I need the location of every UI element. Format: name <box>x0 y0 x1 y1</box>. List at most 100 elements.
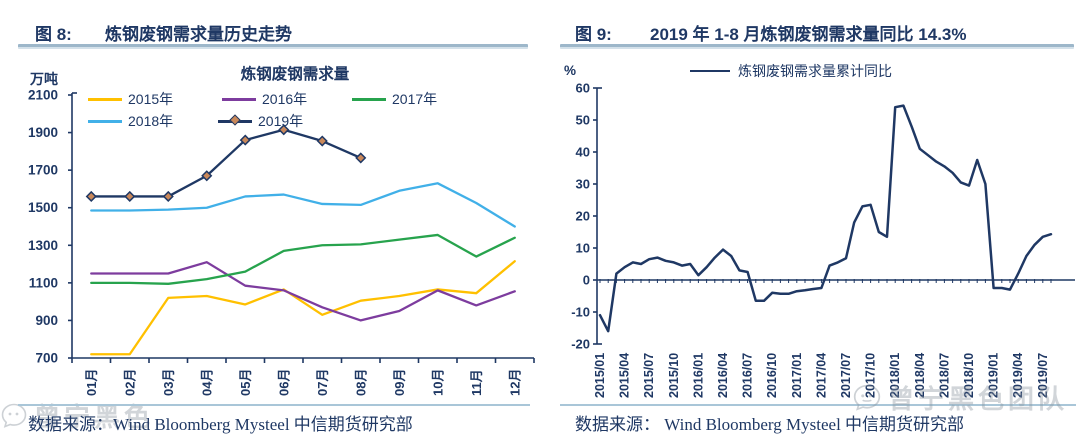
line-swatch-yoy <box>690 69 730 73</box>
svg-text:2019/01: 2019/01 <box>987 353 1001 398</box>
svg-text:1300: 1300 <box>28 238 58 253</box>
svg-text:2015/07: 2015/07 <box>642 353 656 398</box>
figure9-label: 图 9: <box>575 25 612 44</box>
right-figure-panel: 图 9: 2019 年 1-8 月炼钢废钢需求量同比 14.3% % 炼钢废钢需… <box>540 0 1080 447</box>
right-source-text: 数据来源： Wind Bloomberg Mysteel 中信期货研究部 <box>575 415 965 434</box>
series-2019年 <box>85 124 367 203</box>
svg-text:-10: -10 <box>571 305 590 320</box>
series-2016年 <box>90 261 516 322</box>
diamond-marker-icon <box>229 114 241 126</box>
svg-text:2018/07: 2018/07 <box>937 353 951 398</box>
series-cumulative-yoy <box>598 104 1053 333</box>
right-legend-label: 炼钢废钢需求量累计同比 <box>738 63 892 79</box>
svg-text:07月: 07月 <box>315 369 330 396</box>
left-source-text: 数据来源：Wind Bloomberg Mysteel 中信期货研究部 <box>28 415 413 434</box>
series-2018年 <box>90 182 516 228</box>
svg-text:01月: 01月 <box>84 369 99 396</box>
svg-text:2016/04: 2016/04 <box>716 353 730 398</box>
figure8-label: 图 8: <box>35 25 72 44</box>
svg-text:30: 30 <box>576 177 590 192</box>
line-swatch-2015年 <box>88 97 122 101</box>
line-swatch-2016年 <box>222 97 256 101</box>
svg-text:40: 40 <box>576 145 590 160</box>
right-line-chart: -20 -10 0 10 20 30 40 50 60 2015/01 2015/04 2015/07… <box>571 81 1075 398</box>
line-swatch-2017年 <box>352 97 386 101</box>
svg-text:10月: 10月 <box>430 369 445 396</box>
figure8-title: 炼钢废钢需求量历史走势 <box>105 25 292 44</box>
left-y-axis-unit: 万吨 <box>30 71 58 87</box>
legend-item-2017年: 2017年 <box>352 89 437 109</box>
svg-text:50: 50 <box>576 113 590 128</box>
svg-text:2018/01: 2018/01 <box>888 353 902 398</box>
svg-text:2016/07: 2016/07 <box>741 353 755 398</box>
svg-text:1500: 1500 <box>28 200 58 215</box>
svg-text:09月: 09月 <box>392 369 407 396</box>
legend-label: 2016年 <box>262 91 308 107</box>
diamond-marker <box>162 190 174 203</box>
svg-text:2017/07: 2017/07 <box>839 353 853 398</box>
diamond-marker <box>201 170 213 182</box>
legend-item-2015年: 2015年 <box>88 89 173 109</box>
legend-label: 2019年 <box>258 113 304 129</box>
svg-text:2017/10: 2017/10 <box>864 353 878 398</box>
svg-text:08月: 08月 <box>353 369 368 396</box>
right-source-divider <box>560 404 1076 406</box>
svg-text:2019/07: 2019/07 <box>1036 353 1050 398</box>
diamond-marker <box>85 190 97 203</box>
svg-text:0: 0 <box>583 273 590 288</box>
line-swatch-2019年 <box>218 114 252 126</box>
left-chart-title: 炼钢废钢需求量 <box>240 66 350 83</box>
svg-text:06月: 06月 <box>276 369 291 396</box>
svg-text:2019/04: 2019/04 <box>1011 353 1025 398</box>
figure9-header-divider <box>560 44 1074 49</box>
svg-text:1100: 1100 <box>29 275 58 290</box>
diamond-marker <box>278 124 290 136</box>
svg-text:11月: 11月 <box>469 369 484 396</box>
diamond-marker <box>316 135 328 147</box>
svg-text:03月: 03月 <box>161 369 176 396</box>
svg-text:02月: 02月 <box>122 369 137 396</box>
svg-text:1700: 1700 <box>28 163 58 178</box>
svg-text:60: 60 <box>576 81 590 96</box>
svg-text:2015/10: 2015/10 <box>667 353 681 398</box>
left-figure-panel: 图 8: 炼钢废钢需求量历史走势 万吨 炼钢废钢需求量 2015年 2016年 20… <box>1 25 535 434</box>
svg-text:2018/10: 2018/10 <box>962 353 976 398</box>
series-2017年 <box>90 233 516 285</box>
svg-text:1900: 1900 <box>28 125 58 140</box>
svg-text:900: 900 <box>35 313 58 328</box>
left-y-tick-labels: 700 900 1100 1300 1500 1700 1900 2100 <box>28 88 58 366</box>
figure9-title: 2019 年 1-8 月炼钢废钢需求量同比 14.3% <box>650 25 967 44</box>
legend-item-2016年: 2016年 <box>222 89 307 109</box>
svg-text:2017/01: 2017/01 <box>790 353 804 398</box>
right-axes <box>593 87 1075 345</box>
left-source-divider <box>18 404 530 406</box>
line-swatch-2018年 <box>88 119 122 123</box>
svg-text:20: 20 <box>576 209 590 224</box>
legend-label: 2018年 <box>128 113 174 129</box>
diamond-marker <box>355 152 367 164</box>
diamond-marker <box>124 190 136 203</box>
svg-text:2015/04: 2015/04 <box>618 353 632 398</box>
figure8-header-divider <box>18 44 528 49</box>
svg-text:04月: 04月 <box>199 369 214 396</box>
legend-item-2019年: 2019年 <box>218 111 303 131</box>
right-x-tick-labels: 2015/01 2015/04 2015/07 2015/10 2016/01 2016/… <box>593 353 1050 398</box>
svg-text:2015/01: 2015/01 <box>593 353 607 398</box>
right-y-axis-unit: % <box>564 63 577 78</box>
right-y-tick-labels: -20 -10 0 10 20 30 40 50 60 <box>571 81 590 352</box>
diamond-marker <box>239 134 251 146</box>
svg-text:2017/04: 2017/04 <box>814 353 828 398</box>
legend-item-2018年: 2018年 <box>88 111 173 131</box>
legend-label: 2015年 <box>128 91 174 107</box>
series-2015年 <box>90 260 516 356</box>
svg-text:2016/01: 2016/01 <box>691 353 705 398</box>
svg-text:2100: 2100 <box>28 88 58 103</box>
right-chart-legend: 炼钢废钢需求量累计同比 <box>690 61 892 81</box>
left-x-tick-labels: 01月 02月 03月 04月 05月 06月 07月 08月 09月 10月 11月 12月 <box>84 369 523 396</box>
svg-text:12月: 12月 <box>507 369 522 396</box>
svg-text:10: 10 <box>576 241 590 256</box>
legend-label: 2017年 <box>392 91 438 107</box>
svg-text:05月: 05月 <box>238 369 253 396</box>
